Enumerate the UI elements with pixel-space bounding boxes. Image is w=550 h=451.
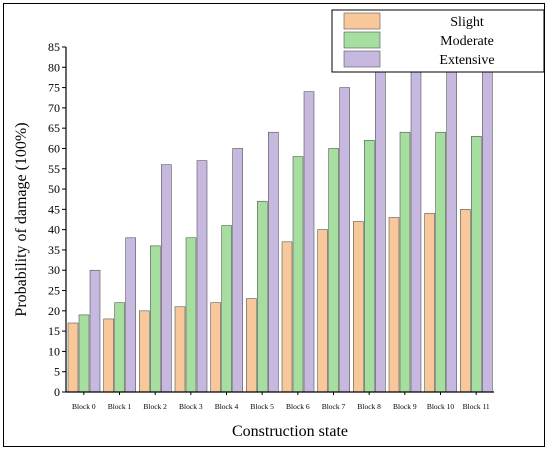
y-tick-label-15: 15 (48, 324, 60, 338)
bar-extensive-3 (196, 160, 208, 393)
bar-extensive-2 (161, 164, 172, 393)
y-tick-label-50: 50 (48, 182, 60, 196)
bar-slight-6 (281, 241, 293, 393)
bar-extensive-5 (268, 131, 279, 393)
bar-moderate-4 (221, 225, 232, 393)
x-tick-label-10: Block 10 (427, 402, 455, 411)
x-tick-label-11: Block 11 (463, 402, 490, 411)
y-tick-label-80: 80 (48, 60, 60, 74)
bar-slight-3 (174, 306, 186, 393)
x-tick-label-9: Block 9 (393, 402, 417, 411)
bar-slight-2 (139, 310, 150, 393)
y-tick-label-65: 65 (48, 121, 60, 135)
bar-extensive-7 (339, 87, 350, 393)
bar-extensive-8 (375, 66, 386, 393)
x-axis-title: Construction state (232, 423, 348, 440)
bar-slight-7 (317, 229, 328, 393)
bar-moderate-7 (328, 148, 339, 393)
bar-moderate-9 (399, 131, 411, 393)
y-tick-label-40: 40 (48, 223, 60, 237)
bars-group (67, 66, 493, 393)
legend-swatch-slight (343, 12, 381, 30)
bar-slight-11 (460, 209, 471, 393)
x-tick-label-8: Block 8 (357, 402, 381, 411)
legend-swatch-extensive (343, 50, 381, 68)
y-tick-label-55: 55 (48, 162, 60, 176)
x-tick-label-2: Block 2 (143, 402, 167, 411)
bar-slight-10 (424, 213, 435, 393)
bar-extensive-6 (303, 91, 315, 393)
y-tick-label-45: 45 (48, 202, 60, 216)
bar-moderate-6 (292, 156, 304, 393)
bar-extensive-0 (89, 269, 101, 393)
bar-slight-8 (353, 221, 364, 393)
y-tick-label-0: 0 (54, 385, 60, 399)
y-tick-label-60: 60 (48, 141, 60, 155)
bar-slight-1 (103, 318, 114, 393)
bar-extensive-1 (125, 237, 136, 393)
x-tick-label-3: Block 3 (179, 402, 203, 411)
legend-swatch-moderate (343, 31, 381, 49)
bar-moderate-11 (471, 135, 482, 393)
y-tick-label-30: 30 (48, 263, 60, 277)
x-tick-label-1: Block 1 (108, 402, 132, 411)
bar-slight-9 (388, 217, 400, 393)
y-ticks-group: 0 5 10 15 20 25 30 35 40 45 50 55 60 65 70 75 80 85 (48, 40, 66, 399)
y-axis-title: Probability of damage (100%) (13, 122, 30, 316)
bar-slight-4 (210, 302, 221, 393)
x-tick-label-7: Block 7 (322, 402, 346, 411)
bar-slight-0 (67, 322, 79, 393)
y-tick-label-25: 25 (48, 284, 60, 298)
y-tick-label-20: 20 (48, 304, 60, 318)
y-tick-label-85: 85 (48, 40, 60, 54)
y-tick-label-70: 70 (48, 101, 60, 115)
bar-extensive-9 (410, 66, 422, 393)
bar-slight-5 (246, 298, 257, 393)
axes-group (65, 47, 494, 393)
legend: Slight Moderate Extensive (331, 9, 545, 73)
x-ticks-group: Block 0 Block 1 Block 2 Block 3 Block 4 Block… (72, 392, 490, 411)
bar-moderate-5 (257, 200, 268, 393)
y-tick-label-35: 35 (48, 243, 60, 257)
x-tick-label-4: Block 4 (215, 402, 239, 411)
legend-label-extensive: Extensive (439, 53, 494, 68)
x-tick-label-5: Block 5 (250, 402, 274, 411)
bar-moderate-0 (78, 314, 90, 393)
legend-label-slight: Slight (450, 15, 484, 30)
legend-label-moderate: Moderate (440, 34, 494, 49)
y-tick-label-75: 75 (48, 81, 60, 95)
bar-extensive-10 (446, 66, 457, 393)
bar-moderate-8 (364, 140, 375, 393)
bar-extensive-11 (482, 66, 493, 393)
y-tick-label-10: 10 (48, 344, 60, 358)
y-tick-label-5: 5 (54, 365, 60, 379)
x-tick-label-6: Block 6 (286, 402, 310, 411)
bar-extensive-4 (232, 148, 243, 393)
bar-moderate-1 (114, 302, 125, 393)
x-tick-label-0: Block 0 (72, 402, 96, 411)
bar-moderate-3 (185, 237, 197, 393)
bar-moderate-10 (435, 131, 446, 393)
bar-moderate-2 (150, 245, 161, 393)
